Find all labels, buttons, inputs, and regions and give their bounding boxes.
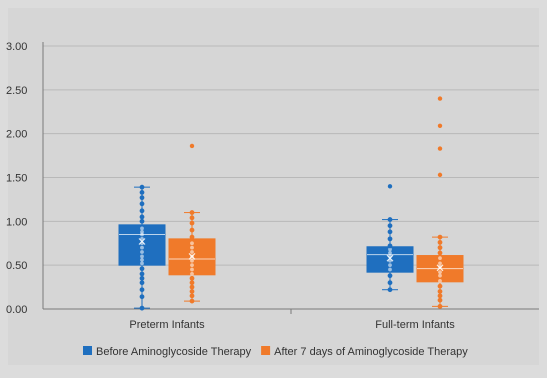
data-point (140, 254, 144, 259)
data-point (140, 229, 144, 234)
data-point (438, 273, 442, 278)
data-point (139, 184, 145, 190)
data-point (139, 190, 145, 195)
legend-label: After 7 days of Aminoglycoside Therapy (274, 346, 468, 358)
data-point (190, 272, 194, 276)
y-tick-label: 2.50 (6, 85, 27, 97)
data-point (189, 275, 195, 281)
data-point (387, 236, 393, 242)
y-tick-label: 3.00 (6, 41, 27, 53)
data-point (438, 256, 442, 261)
data-point (189, 289, 195, 294)
x-category-label: Preterm Infants (129, 319, 205, 331)
data-point (139, 201, 145, 207)
data-point (140, 226, 144, 231)
data-point (189, 293, 195, 299)
data-point (189, 210, 195, 215)
data-point (437, 303, 443, 309)
data-point (140, 236, 144, 241)
data-point (140, 261, 144, 266)
data-point (140, 241, 144, 246)
axes: 0.00 0.50 1.00 1.50 2.00 2.50 3.00 Preterm Infa… (6, 41, 539, 331)
data-point (190, 258, 194, 263)
data-point (438, 265, 442, 269)
data-point (139, 280, 145, 286)
data-point (139, 195, 145, 201)
outlier-point (387, 184, 393, 189)
data-point (437, 289, 443, 294)
data-point (139, 214, 145, 220)
plot-area-panel (8, 8, 539, 365)
data-point (140, 245, 144, 250)
data-point (189, 227, 195, 233)
legend: Before Aminoglycoside Therapy After 7 day… (83, 346, 468, 358)
outlier-point (437, 146, 443, 151)
data-point (387, 229, 393, 235)
legend-swatch (261, 346, 271, 355)
y-tick-label: 1.50 (6, 173, 27, 185)
data-point (437, 297, 443, 303)
data-point (388, 254, 392, 259)
data-point (437, 245, 443, 251)
data-point (190, 254, 194, 259)
y-tick-label: 2.00 (6, 129, 27, 141)
data-point (189, 298, 195, 304)
data-point (189, 280, 195, 286)
data-point (140, 232, 144, 237)
y-tick-label: 0.50 (6, 260, 27, 272)
data-point (139, 271, 145, 277)
box-series (118, 96, 464, 311)
data-point (190, 241, 194, 246)
data-point (140, 258, 144, 262)
data-point (189, 234, 195, 240)
outlier-point (437, 123, 443, 128)
data-point (189, 215, 195, 221)
data-point (438, 261, 442, 266)
legend-swatch (83, 346, 92, 355)
data-point (190, 245, 194, 250)
data-point (387, 217, 393, 222)
data-point (388, 250, 392, 255)
data-point (437, 250, 443, 256)
data-point (438, 279, 442, 283)
data-point (437, 293, 443, 299)
data-point (189, 220, 195, 226)
data-point (189, 284, 195, 290)
data-point (190, 250, 194, 254)
x-category-label: Full-term Infants (375, 319, 455, 331)
data-point (387, 287, 393, 293)
data-point (388, 263, 392, 268)
data-point (387, 280, 393, 286)
outlier-point (437, 172, 443, 178)
y-tick-label: 1.00 (6, 216, 27, 228)
data-point (190, 267, 194, 272)
data-point (437, 239, 443, 245)
outlier-point (189, 143, 195, 149)
data-point (140, 250, 144, 254)
data-point (437, 234, 443, 240)
data-point (139, 294, 145, 300)
data-point (139, 266, 145, 272)
outlier-point (437, 96, 443, 101)
data-point (438, 270, 442, 275)
data-point (387, 223, 393, 229)
data-point (388, 267, 392, 272)
data-point (387, 273, 393, 279)
data-point (190, 263, 194, 268)
data-point (387, 243, 393, 249)
data-point (139, 287, 145, 293)
data-point (388, 258, 392, 263)
legend-label: Before Aminoglycoside Therapy (96, 346, 252, 358)
y-tick-label: 0.00 (6, 304, 27, 316)
data-point (139, 305, 145, 311)
data-point (437, 283, 443, 289)
data-point (139, 275, 145, 281)
data-point (139, 218, 145, 224)
data-point (388, 247, 392, 252)
data-point (139, 208, 145, 214)
